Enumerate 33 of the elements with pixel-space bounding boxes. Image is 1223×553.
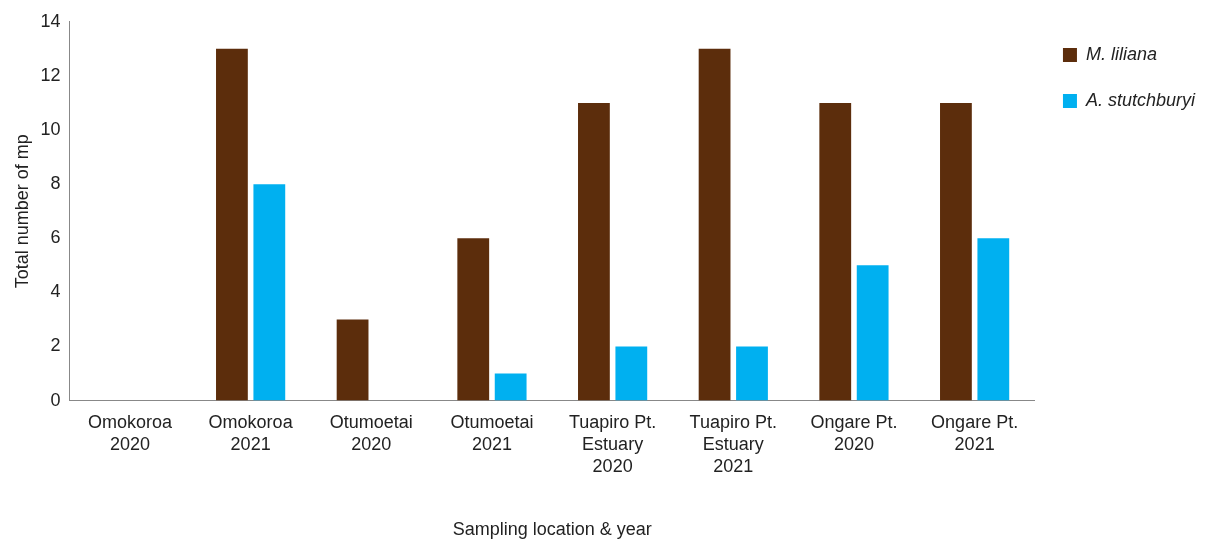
legend-label: A. stutchburyi (1084, 90, 1196, 110)
bar (457, 238, 490, 401)
y-tick-label: 2 (50, 335, 61, 356)
bar (615, 346, 648, 401)
bar (253, 184, 286, 401)
y-tick-label: 14 (40, 10, 61, 31)
x-tick-label: Ongare Pt. 2021 (931, 412, 1019, 454)
x-tick-label: Tuapiro Pt. Estuary 2020 (568, 412, 657, 476)
y-tick-label: 12 (40, 64, 61, 85)
bar (940, 102, 972, 401)
y-tick-label: 8 (50, 173, 61, 194)
x-tick-label: Tuapiro Pt. Estuary 2021 (689, 412, 777, 476)
x-tick-label: Otumoetai 2021 (450, 412, 534, 454)
bar (494, 373, 527, 401)
y-tick-label: 6 (50, 227, 61, 248)
x-tick-label: Ongare Pt. 2020 (810, 412, 898, 454)
bar (977, 238, 1010, 401)
bar (856, 265, 889, 401)
x-tick-label: Omokoroa 2021 (208, 412, 294, 454)
bar (578, 102, 610, 401)
y-tick-label: 10 (40, 119, 61, 139)
bar (336, 319, 369, 401)
x-tick-label: Otumoetai 2020 (329, 412, 413, 454)
y-tick-label: 4 (50, 281, 61, 302)
bar (698, 48, 731, 401)
bar (216, 48, 248, 401)
legend-label: M. liliana (1085, 44, 1157, 64)
x-tick-label: Omokoroa 2020 (87, 412, 173, 454)
bar (819, 102, 852, 401)
y-tick-label: 0 (50, 389, 61, 410)
x-axis-title: Sampling location & year (452, 519, 652, 540)
bar (736, 346, 768, 401)
y-axis-title: Total number of mp (11, 134, 32, 289)
